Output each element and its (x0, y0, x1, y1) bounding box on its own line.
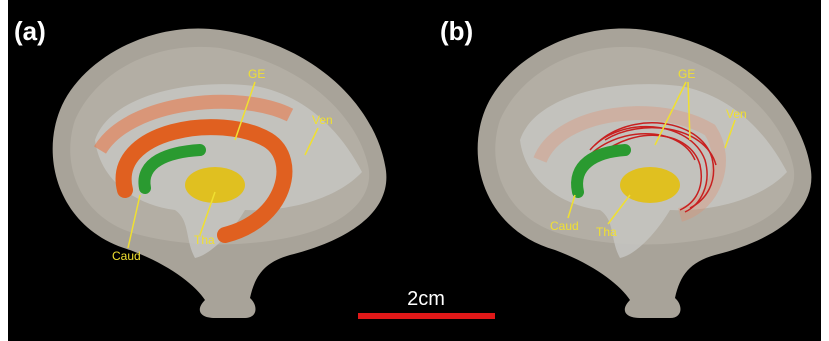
thalamus (185, 167, 245, 203)
panel-label: (b) (440, 16, 473, 46)
panel-label: (a) (14, 16, 46, 46)
annotation: GE (678, 67, 695, 81)
annotation: Tha (596, 225, 617, 239)
annotation: Caud (112, 249, 141, 263)
page: (a) GE Ven Caud Tha (b) GE Ven Caud Tha … (0, 0, 829, 341)
annotation: Ven (312, 113, 333, 127)
scale-bar-label: 2cm (407, 288, 445, 310)
thalamus (620, 167, 680, 203)
figure: (a) GE Ven Caud Tha (b) GE Ven Caud Tha … (0, 0, 829, 341)
annotation: GE (248, 67, 265, 81)
scale-bar (358, 313, 495, 319)
annotation: Tha (194, 233, 215, 247)
annotation: Caud (550, 219, 579, 233)
annotation: Ven (726, 107, 747, 121)
